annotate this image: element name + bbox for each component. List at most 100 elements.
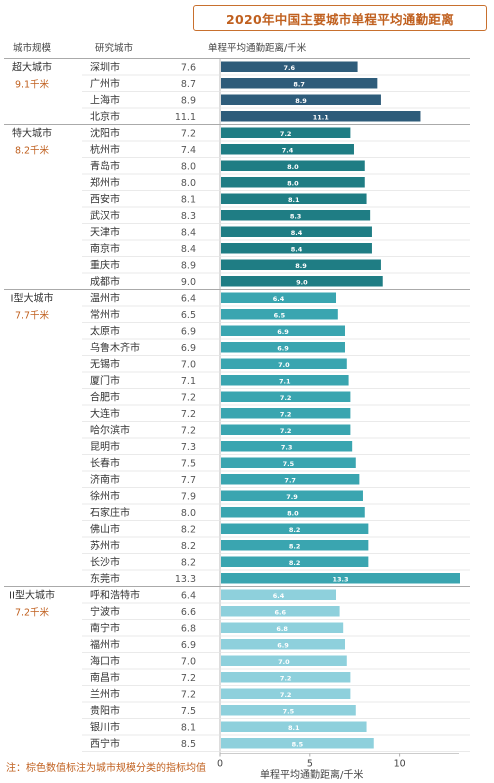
value-label: 8.9 — [181, 261, 196, 272]
group-mean: 8.2千米 — [15, 145, 50, 157]
x-tick-label: 5 — [307, 759, 313, 770]
bar — [221, 507, 365, 518]
bar-data-label: 8.0 — [287, 180, 299, 188]
value-label: 6.4 — [181, 591, 196, 602]
bar-data-label: 7.9 — [286, 493, 298, 501]
bar — [221, 441, 353, 452]
bar — [221, 672, 351, 683]
city-label: 宁波市 — [90, 605, 120, 618]
bar — [221, 292, 337, 303]
bar-data-label: 7.0 — [278, 361, 290, 369]
city-label: 武汉市 — [90, 209, 120, 222]
value-label: 9.0 — [181, 277, 196, 288]
bar — [221, 325, 345, 336]
value-label: 8.2 — [181, 525, 196, 536]
bar — [221, 408, 351, 419]
city-label: 深圳市 — [90, 61, 120, 74]
chart-title: 2020年中国主要城市单程平均通勤距离 — [193, 5, 487, 31]
city-label: 石家庄市 — [90, 506, 130, 519]
bar — [221, 523, 369, 534]
value-label: 6.9 — [181, 640, 196, 651]
bar — [221, 424, 351, 435]
bar-data-label: 8.3 — [290, 213, 302, 221]
x-tick-label: 0 — [217, 759, 223, 770]
bar — [221, 655, 347, 666]
value-label: 8.0 — [181, 162, 196, 173]
value-label: 8.4 — [181, 228, 196, 239]
value-label: 7.2 — [181, 393, 196, 404]
bar-data-label: 6.9 — [277, 642, 289, 650]
value-label: 7.2 — [181, 409, 196, 420]
bar — [221, 309, 338, 320]
value-label: 7.4 — [181, 145, 196, 156]
city-label: 福州市 — [90, 638, 120, 651]
bar-data-label: 8.2 — [289, 543, 301, 551]
header-distance: 单程平均通勤距离/千米 — [208, 42, 307, 54]
city-label: 成都市 — [90, 275, 120, 288]
x-axis-label: 单程平均通勤距离/千米 — [260, 770, 364, 781]
bar — [221, 639, 345, 650]
bar — [221, 540, 369, 551]
bar-data-label: 8.4 — [291, 246, 303, 254]
bar-data-label: 7.5 — [283, 708, 295, 716]
value-label: 8.2 — [181, 558, 196, 569]
value-label: 8.1 — [181, 723, 196, 734]
city-label: 西宁市 — [90, 737, 120, 750]
bar — [221, 622, 344, 633]
value-label: 8.4 — [181, 244, 196, 255]
value-label: 8.3 — [181, 211, 196, 222]
bar — [221, 573, 460, 584]
city-label: 海口市 — [90, 655, 120, 668]
header-city-scale: 城市规模 — [13, 42, 52, 54]
bar-data-label: 6.6 — [275, 609, 287, 617]
value-label: 8.2 — [181, 541, 196, 552]
group-label: 超大城市 — [12, 61, 52, 74]
bar-data-label: 7.2 — [280, 675, 292, 683]
x-tick-label: 10 — [394, 759, 406, 770]
bar — [221, 226, 372, 237]
city-label: 苏州市 — [90, 539, 120, 552]
value-label: 6.9 — [181, 343, 196, 354]
bar-data-label: 7.1 — [279, 378, 291, 386]
value-label: 8.0 — [181, 508, 196, 519]
bar — [221, 193, 367, 204]
group-mean: 9.1千米 — [15, 79, 50, 91]
bar — [221, 144, 354, 155]
group-mean: 7.7千米 — [15, 310, 50, 322]
bar-data-label: 8.9 — [295, 97, 307, 105]
bar — [221, 556, 369, 567]
city-label: 沈阳市 — [90, 127, 120, 140]
bar — [221, 705, 356, 716]
city-label: 南昌市 — [90, 671, 120, 684]
value-label: 7.2 — [181, 129, 196, 140]
bar-data-label: 8.5 — [292, 741, 304, 749]
city-label: 南京市 — [90, 242, 120, 255]
value-label: 8.7 — [181, 79, 196, 90]
bar-data-label: 7.2 — [280, 691, 292, 699]
city-label: 徐州市 — [90, 490, 120, 503]
bar-data-label: 8.2 — [289, 526, 301, 534]
city-label: 杭州市 — [90, 143, 120, 156]
value-label: 11.1 — [175, 112, 196, 123]
value-label: 8.1 — [181, 195, 196, 206]
bar-data-label: 6.8 — [276, 625, 288, 633]
bar-data-label: 8.7 — [293, 81, 305, 89]
bar-data-label: 7.7 — [284, 477, 296, 485]
bar-data-label: 8.0 — [287, 510, 299, 518]
bar-data-label: 6.4 — [273, 592, 285, 600]
city-label: 重庆市 — [90, 259, 120, 272]
city-label: 无锡市 — [90, 358, 120, 371]
bar-data-label: 8.1 — [288, 724, 300, 732]
bar — [221, 259, 381, 270]
bar — [221, 688, 351, 699]
value-label: 7.2 — [181, 690, 196, 701]
bar-data-label: 6.9 — [277, 328, 289, 336]
bar-data-label: 7.0 — [278, 658, 290, 666]
bar-data-label: 11.1 — [313, 114, 330, 122]
city-label: 大连市 — [90, 407, 120, 420]
chart-note: 注：棕色数值标注为城市规模分类的指标均值 — [6, 763, 206, 774]
city-label: 济南市 — [90, 473, 120, 486]
city-label: 兰州市 — [90, 688, 120, 701]
city-label: 哈尔滨市 — [90, 424, 130, 437]
